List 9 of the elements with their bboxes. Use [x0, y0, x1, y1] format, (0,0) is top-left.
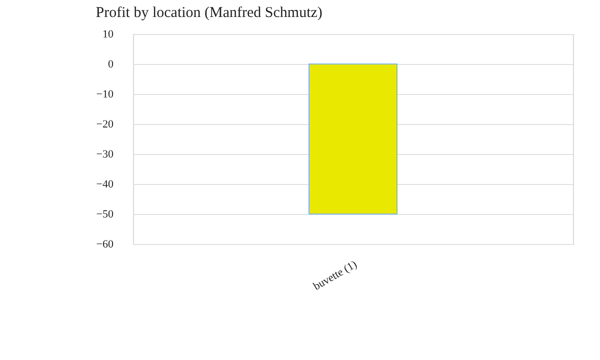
y-tick-label: −40	[96, 178, 114, 190]
y-tick-label: −10	[96, 88, 114, 100]
y-tick-label: 10	[102, 28, 114, 40]
y-tick-label: 0	[108, 58, 114, 70]
y-tick-label: −30	[96, 148, 114, 160]
chart-title: Profit by location (Manfred Schmutz)	[96, 5, 322, 21]
y-tick-label: −20	[96, 118, 114, 130]
y-tick-label: −50	[96, 208, 114, 220]
y-tick-label: −60	[96, 238, 114, 250]
